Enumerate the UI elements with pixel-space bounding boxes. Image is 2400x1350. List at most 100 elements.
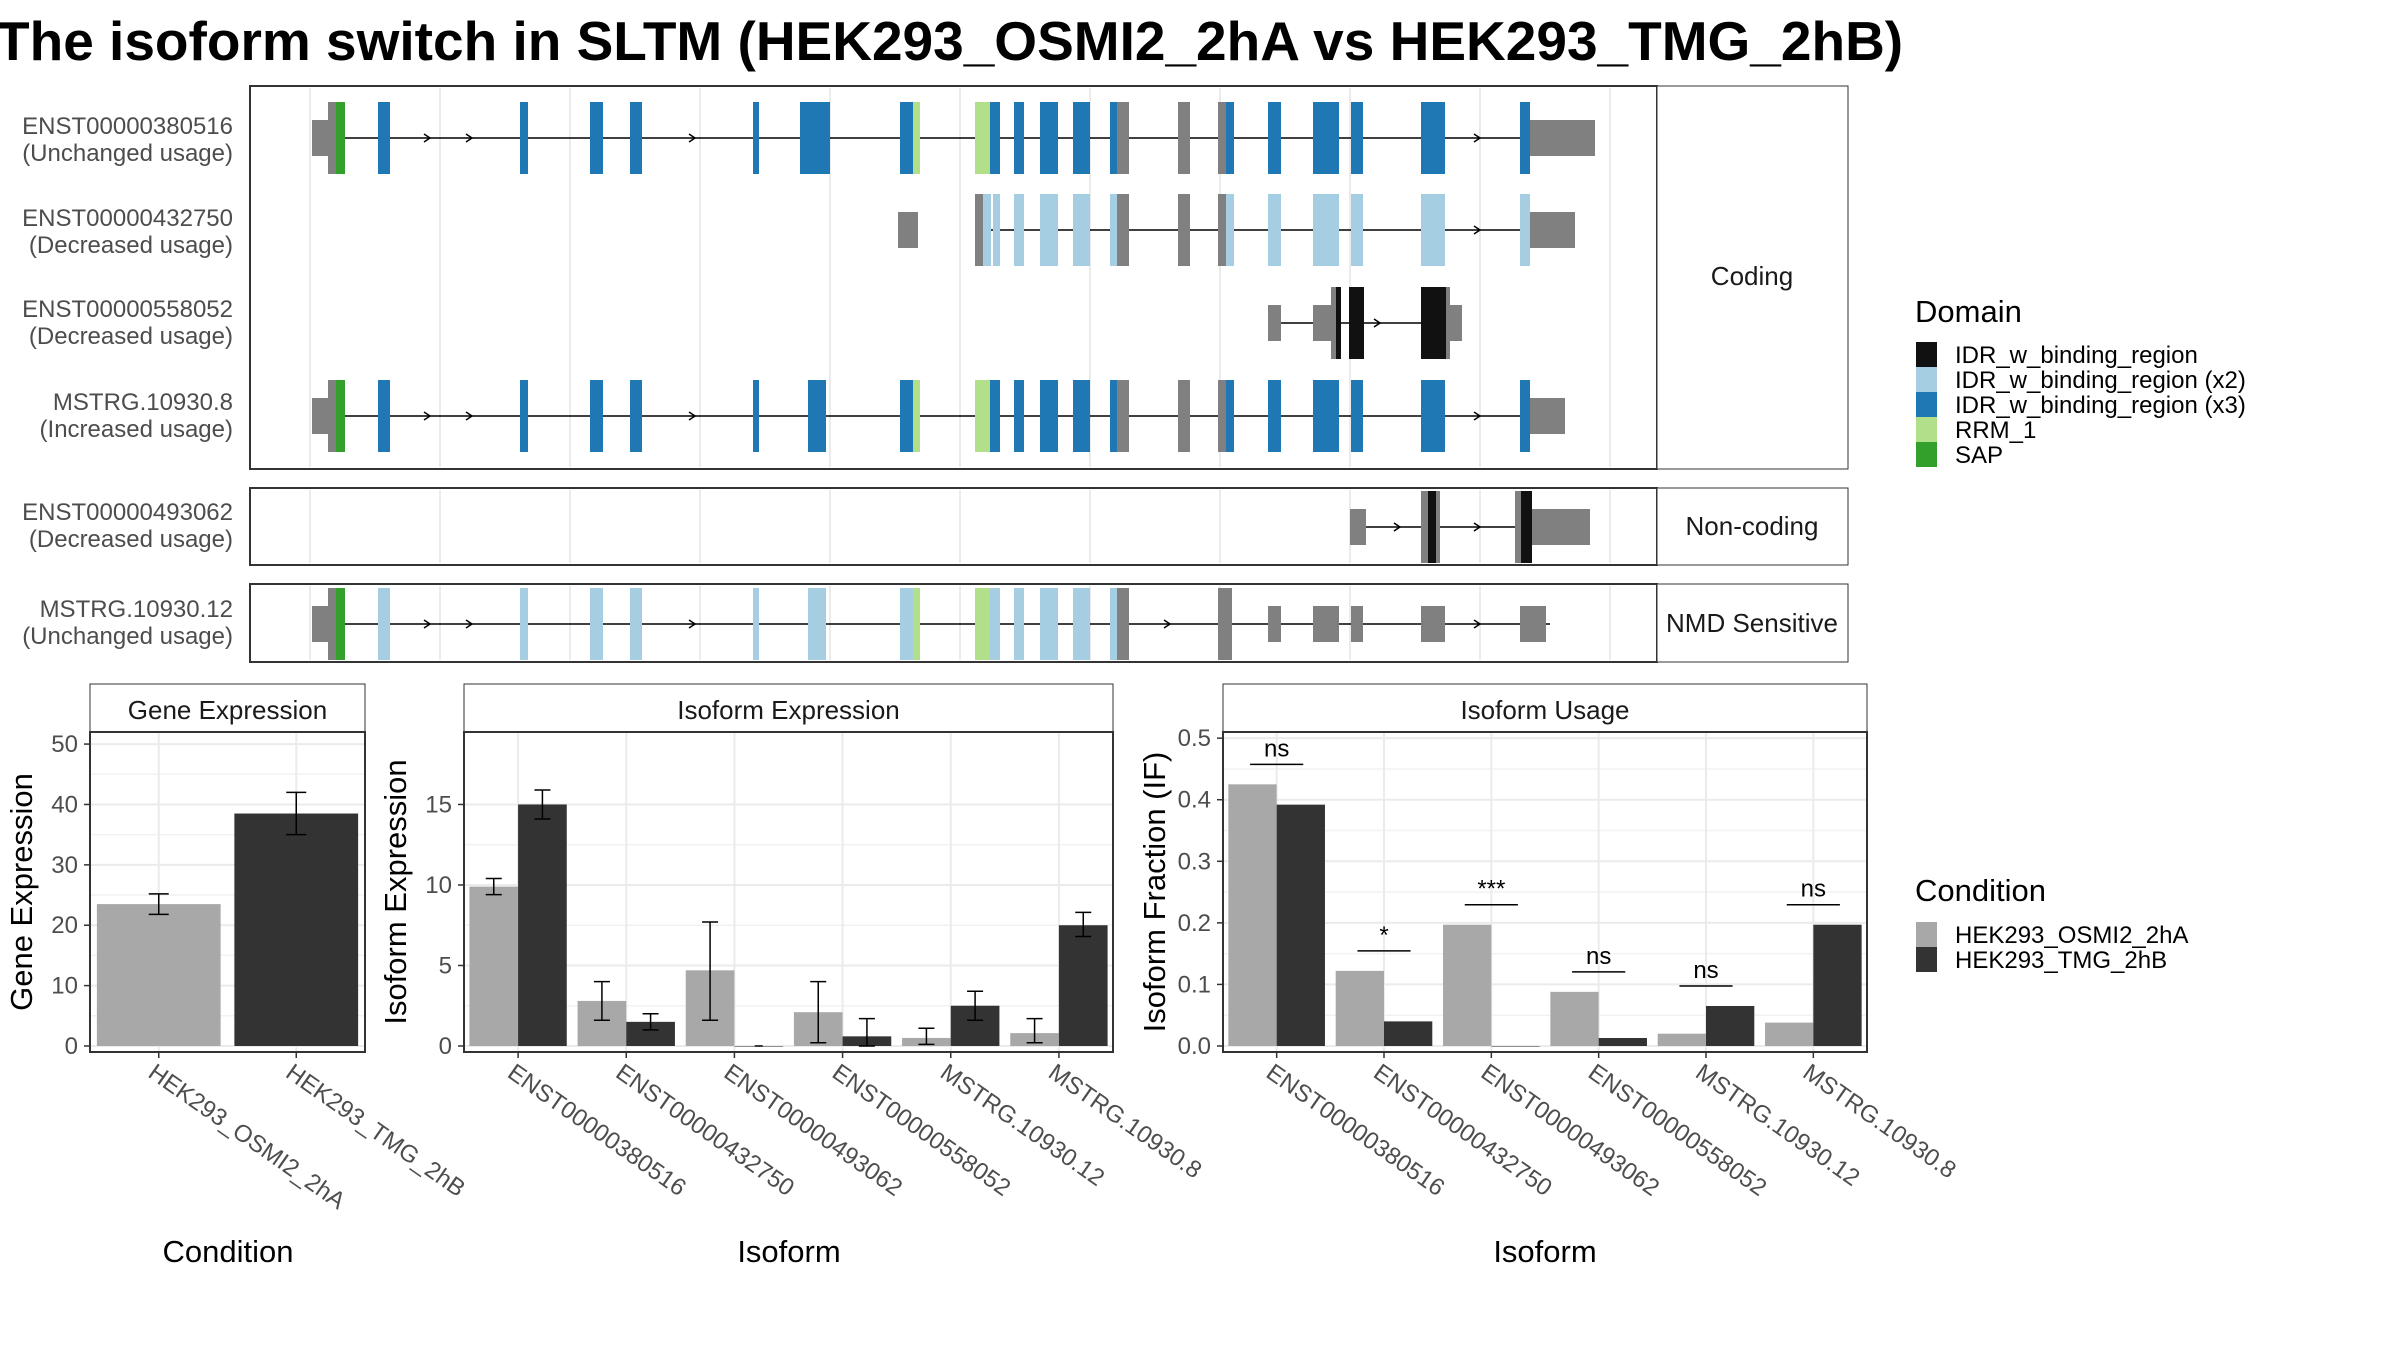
legend-item: IDR_w_binding_region (x2) [1955, 367, 2246, 394]
legend-key-idr [1916, 342, 1937, 367]
legend-item: SAP [1955, 442, 2003, 469]
coding-exon [1421, 194, 1445, 266]
transcript-usage: (Unchanged usage) [22, 140, 233, 167]
coding-exon [1040, 588, 1058, 660]
direction-arrow [688, 619, 697, 629]
coding-exon [520, 102, 528, 174]
transcript-model [312, 380, 1565, 452]
coding-panel [249, 85, 1658, 470]
coding-exon [1040, 380, 1058, 452]
direction-arrow [1473, 133, 1482, 143]
x-tick-label: ENST00000380516 [503, 1059, 691, 1202]
utr-exon [1268, 606, 1281, 642]
coding-exon [1117, 588, 1129, 660]
bar [234, 813, 359, 1046]
y-tick-label: 0.1 [1178, 971, 1211, 998]
significance-label: ns [1264, 735, 1289, 762]
coding-exon [913, 380, 920, 452]
coding-exon [630, 380, 642, 452]
bar [1598, 1037, 1647, 1046]
coding-exon [1520, 380, 1530, 452]
domain-legend-title: Domain [1915, 294, 2022, 329]
bar [1384, 1021, 1433, 1046]
coding-exon [975, 194, 983, 266]
coding-exon [336, 102, 345, 174]
coding-exon [1520, 194, 1530, 266]
coding-exon [1117, 380, 1129, 452]
transcript-label: MSTRG.10930.8 [53, 389, 233, 416]
transcript-label: ENST00000380516 [22, 113, 233, 140]
coding-exon [975, 102, 990, 174]
x-tick-label: ENST00000432750 [611, 1059, 799, 1202]
bar [518, 804, 567, 1046]
transcript-label: MSTRG.10930.12 [40, 596, 233, 623]
direction-arrow [1473, 619, 1482, 629]
panel-strip-title: Isoform Usage [1460, 695, 1629, 725]
x-axis-title: Isoform [737, 1234, 840, 1269]
utr-exon [898, 212, 918, 248]
coding-exon [900, 588, 913, 660]
coding-exon [1014, 102, 1024, 174]
coding-exon [975, 588, 990, 660]
legend-item: IDR_w_binding_region (x3) [1955, 392, 2246, 419]
coding-exon [1436, 491, 1440, 563]
legend-key-idr-x2 [1916, 367, 1937, 392]
transcript-model [1350, 491, 1590, 563]
nmd-strip [1656, 583, 1849, 663]
bar [1550, 991, 1599, 1046]
y-tick-label: 30 [51, 852, 78, 879]
utr-exon [1530, 120, 1595, 156]
coding-exon [1110, 102, 1117, 174]
bar [1228, 784, 1277, 1046]
x-tick-label: ENST00000380516 [1261, 1059, 1449, 1202]
direction-arrow [423, 133, 432, 143]
transcript-exons [312, 102, 1595, 660]
bar [1335, 970, 1384, 1046]
transcript-structure: Coding Non-coding NMD Sensitive ENST0000… [22, 85, 1849, 663]
coding-exon [336, 380, 345, 452]
transcript-label: ENST00000493062 [22, 499, 233, 526]
transcript-label: ENST00000558052 [22, 296, 233, 323]
coding-exon [328, 588, 336, 660]
condition-legend: Condition HEK293_OSMI2_2hA HEK293_TMG_2h… [1915, 873, 2188, 974]
y-tick-label: 0.0 [1178, 1033, 1211, 1060]
utr-exon [312, 120, 328, 156]
coding-exon [800, 102, 830, 174]
direction-arrow [465, 619, 474, 629]
y-axis-title: Isoform Fraction (IF) [1137, 752, 1172, 1033]
utr-exon [1450, 305, 1462, 341]
significance-label: ns [1693, 957, 1718, 984]
nmd-panel [249, 583, 1658, 663]
coding-exon [328, 102, 336, 174]
direction-arrow [1373, 318, 1382, 328]
condition-legend-title: Condition [1915, 873, 2046, 908]
coding-exon [1446, 287, 1450, 359]
bar [1706, 1005, 1755, 1046]
coding-exon [1421, 491, 1428, 563]
direction-arrow [423, 619, 432, 629]
coding-exon [1014, 194, 1024, 266]
coding-exon [1421, 102, 1445, 174]
noncoding-strip [1656, 487, 1849, 566]
x-axis-title: Isoform [1493, 1234, 1596, 1269]
noncoding-strip-label: Non-coding [1686, 511, 1819, 541]
coding-exon [1515, 491, 1521, 563]
domain-legend: Domain IDR_w_binding_region IDR_w_bindin… [1915, 294, 2246, 469]
coding-exon [1110, 194, 1117, 266]
utr-exon [1530, 398, 1565, 434]
y-tick-label: 15 [425, 791, 452, 818]
coding-exon [1351, 102, 1363, 174]
utr-exon [1351, 606, 1363, 642]
panel-strip [89, 683, 366, 733]
chart-panel: Isoform Expression051015ENST00000380516E… [378, 683, 1206, 1269]
bar [1276, 804, 1325, 1046]
transcript-model [312, 102, 1595, 174]
coding-exon [1218, 194, 1226, 266]
direction-arrow [1473, 411, 1482, 421]
coding-exon [590, 380, 603, 452]
coding-exon [630, 588, 642, 660]
coding-exon [1218, 102, 1226, 174]
direction-arrow [1393, 522, 1402, 532]
coding-exon [900, 380, 913, 452]
